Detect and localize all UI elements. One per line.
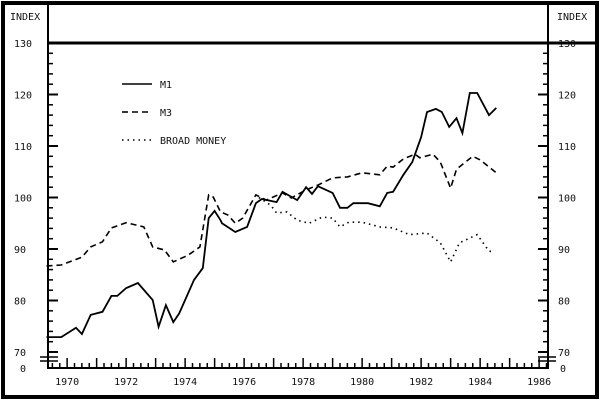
y-tick-label-left: 120 [14,91,32,102]
legend: M1 M3 BROAD MONEY [122,80,226,147]
y-tick-label-right: 120 [558,91,576,102]
y-break-label-right: 0 [560,364,566,375]
x-tick-label: 1978 [291,377,315,388]
series-line-m3 [46,153,497,267]
x-tick-label: 1984 [468,377,492,388]
y-tick-label-left: 110 [14,142,32,153]
y-tick-label-right: 90 [558,245,570,256]
x-tick-label: 1980 [350,377,374,388]
legend-label: M3 [160,108,172,119]
series-line-broad-money [258,196,496,264]
x-tick-label: 1986 [527,377,551,388]
y-tick-label-right: 110 [558,142,576,153]
legend-label: M1 [160,80,172,91]
x-tick-label: 1974 [173,377,197,388]
y-tick-label-left: 90 [14,245,26,256]
y-tick-label-right: 80 [558,297,570,308]
y-axis-label-left: INDEX [10,12,40,23]
x-tick-label: 1982 [409,377,433,388]
x-tick-label: 1972 [114,377,138,388]
y-tick-label-left: 100 [14,194,32,205]
y-tick-label-right: 130 [558,39,576,50]
y-axis-label-right: INDEX [557,12,587,23]
legend-label: BROAD MONEY [160,136,226,147]
y-tick-label-left: 130 [14,39,32,50]
y-tick-label-right: 70 [558,348,570,359]
series-line-m1 [46,92,497,338]
x-tick-label: 1976 [232,377,256,388]
y-tick-label-left: 70 [14,348,26,359]
outer-frame [1,1,599,399]
y-tick-label-right: 100 [558,194,576,205]
y-tick-label-left: 80 [14,297,26,308]
y-break-label-left: 0 [20,364,26,375]
x-tick-label: 1970 [55,377,79,388]
